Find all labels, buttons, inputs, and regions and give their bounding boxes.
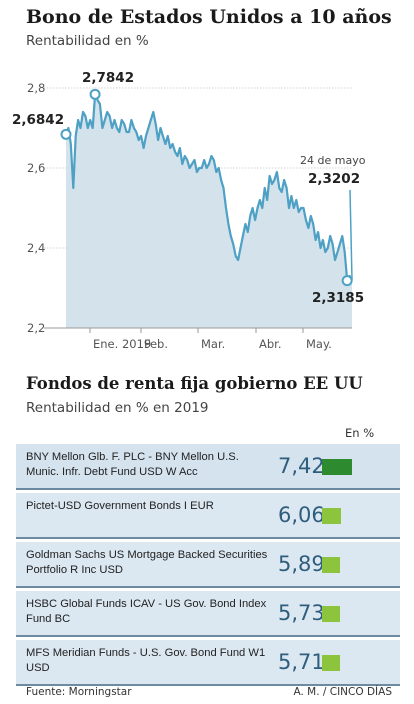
fund-value: 6,06 — [278, 503, 325, 527]
funds-title: Fondos de renta fija gobierno EE UU — [26, 374, 363, 393]
fund-bar — [322, 459, 352, 475]
chart-subtitle: Rentabilidad en % — [26, 33, 149, 49]
fund-row: MFS Meridian Funds - U.S. Gov. Bond Fund… — [16, 640, 400, 686]
fund-name: Pictet-USD Government Bonds I EUR — [26, 500, 214, 512]
series-line — [64, 93, 353, 282]
fund-bar — [322, 606, 340, 622]
x-tick-label: Feb. — [144, 337, 168, 351]
y-tick-label: 2,4 — [27, 241, 45, 255]
y-tick-label: 2,8 — [27, 81, 45, 95]
y-tick-label: 2,2 — [27, 321, 45, 335]
fund-name: HSBC Global Funds ICAV - US Gov. Bond In… — [26, 598, 267, 625]
fund-name: MFS Meridian Funds - U.S. Gov. Bond Fund… — [26, 647, 266, 674]
fund-name: BNY Mellon Glb. F. PLC - BNY Mellon U.S.… — [26, 451, 239, 478]
fund-value: 7,42 — [278, 454, 325, 478]
fund-name: Goldman Sachs US Mortgage Backed Securit… — [26, 549, 268, 576]
fund-value: 5,73 — [278, 601, 325, 625]
funds-subtitle: Rentabilidad en % en 2019 — [26, 400, 209, 416]
y-tick-label: 2,6 — [27, 161, 45, 175]
x-tick-label: Mar. — [201, 337, 225, 351]
area-fill — [66, 94, 352, 328]
min-value-label: 2,3185 — [312, 290, 364, 306]
min-marker — [341, 275, 353, 287]
funds-table: BNY Mellon Glb. F. PLC - BNY Mellon U.S.… — [16, 444, 400, 689]
fund-bar — [322, 655, 340, 671]
callout-line — [349, 189, 353, 280]
fund-bar — [322, 557, 341, 573]
chart-title: Bono de Estados Unidos a 10 años — [26, 6, 392, 28]
start-marker — [60, 128, 72, 140]
credit-note: A. M. / CINCO DÍAS — [293, 686, 392, 698]
fund-row: Pictet-USD Government Bonds I EUR 6,06 — [16, 493, 400, 539]
fund-row: Goldman Sachs US Mortgage Backed Securit… — [16, 542, 400, 588]
source-note: Fuente: Morningstar — [26, 686, 132, 698]
start-value-label: 2,6842 — [12, 112, 64, 128]
x-tick-label: May. — [306, 337, 332, 351]
max-value-label: 2,7842 — [82, 70, 134, 86]
x-tick-label: Ene. 2019 — [93, 337, 151, 351]
x-tick-label: Abr. — [259, 337, 282, 351]
fund-row: BNY Mellon Glb. F. PLC - BNY Mellon U.S.… — [16, 444, 400, 490]
funds-unit-label: En % — [345, 426, 375, 440]
last-date-label: 24 de mayo — [300, 154, 366, 167]
max-marker — [89, 88, 101, 100]
fund-row: HSBC Global Funds ICAV - US Gov. Bond In… — [16, 591, 400, 637]
fund-bar — [322, 508, 341, 524]
fund-value: 5,71 — [278, 650, 325, 674]
fund-value: 5,89 — [278, 552, 325, 576]
last-value-label: 2,3202 — [308, 171, 360, 187]
